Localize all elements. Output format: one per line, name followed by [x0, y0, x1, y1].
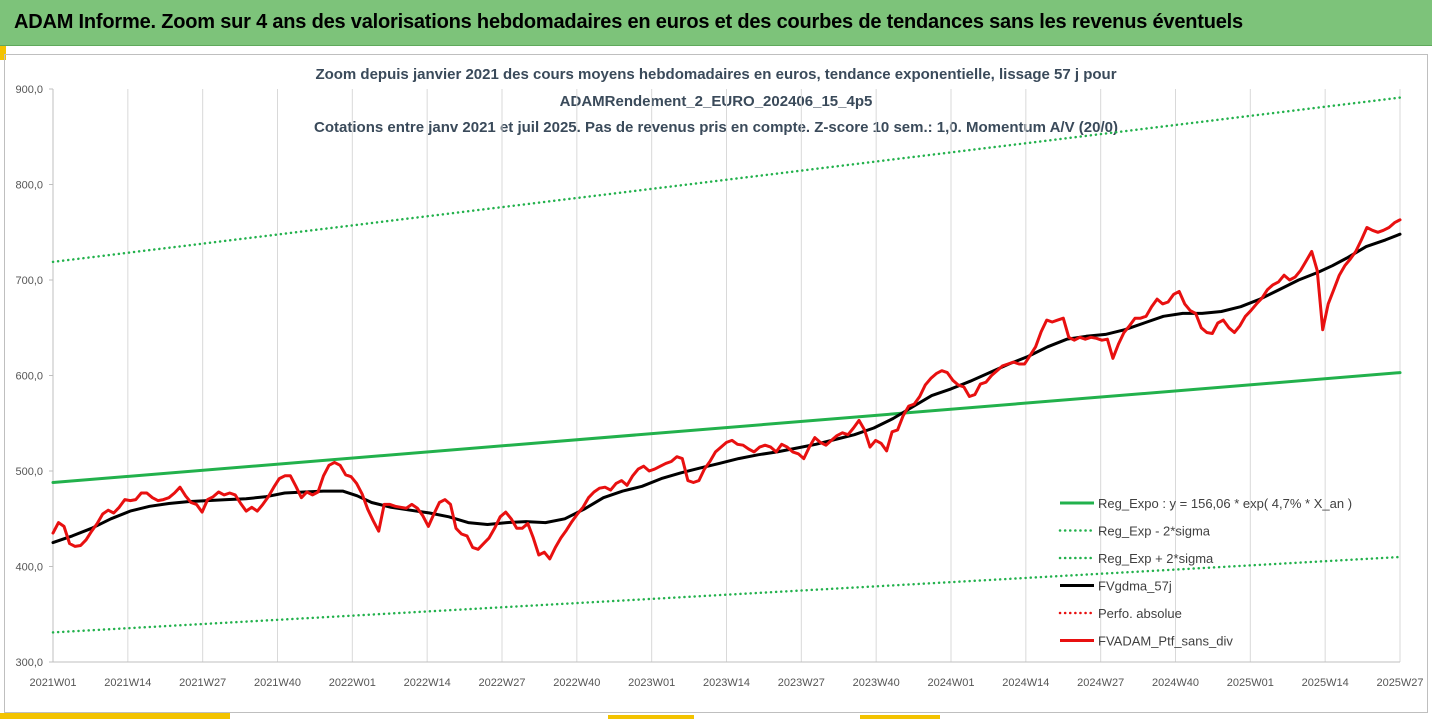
y-tick-label: 400,0 [15, 562, 43, 574]
chart-title-line-1: Zoom depuis janvier 2021 des cours moyen… [315, 66, 1117, 83]
y-tick-label: 700,0 [15, 275, 43, 287]
chart-title-line-3: Cotations entre janv 2021 et juil 2025. … [314, 119, 1118, 136]
x-tick-label: 2021W40 [254, 677, 301, 689]
page-title: ADAM Informe. Zoom sur 4 ans des valoris… [14, 11, 1243, 33]
x-tick-label: 2024W01 [927, 677, 974, 689]
x-tick-label: 2021W27 [179, 677, 226, 689]
legend-label: FVADAM_Ptf_sans_div [1098, 634, 1233, 649]
series-line [51, 232, 1402, 545]
y-tick-label: 500,0 [15, 466, 43, 478]
x-tick-label: 2022W40 [553, 677, 600, 689]
x-tick-label: 2022W14 [404, 677, 451, 689]
legend-label: Perfo. absolue [1098, 606, 1182, 621]
series-line [51, 555, 1402, 634]
series-line [51, 371, 1402, 484]
accent-bar-left [0, 46, 6, 60]
x-tick-label: 2023W01 [628, 677, 675, 689]
x-tick-label: 2024W14 [1002, 677, 1049, 689]
x-tick-label: 2021W14 [104, 677, 151, 689]
accent-bar-bottom-left [0, 713, 230, 719]
chart-frame [4, 54, 1428, 713]
accent-bar-bottom-mid [608, 715, 694, 719]
page-header: ADAM Informe. Zoom sur 4 ans des valoris… [0, 0, 1432, 46]
y-tick-label: 800,0 [15, 180, 43, 192]
x-tick-label: 2023W27 [778, 677, 825, 689]
legend-label: Reg_Exp + 2*sigma [1098, 551, 1214, 566]
legend-label: Reg_Expo : y = 156,06 * exp( 4,7% * X_an… [1098, 496, 1352, 511]
x-tick-label: 2025W01 [1227, 677, 1274, 689]
x-tick-label: 2025W14 [1302, 677, 1349, 689]
x-tick-label: 2025W27 [1376, 677, 1423, 689]
y-tick-label: 600,0 [15, 371, 43, 383]
x-tick-label: 2023W40 [853, 677, 900, 689]
x-tick-label: 2021W01 [29, 677, 76, 689]
y-tick-label: 300,0 [15, 657, 43, 669]
accent-bar-bottom-mid-2 [860, 715, 940, 719]
y-tick-label: 900,0 [15, 84, 43, 96]
x-tick-label: 2022W01 [329, 677, 376, 689]
x-tick-label: 2022W27 [478, 677, 525, 689]
legend-label: Reg_Exp - 2*sigma [1098, 524, 1211, 539]
chart-title-line-2: ADAMRendement_2_EURO_202406_15_4p5 [559, 93, 873, 110]
series-line [51, 218, 1402, 561]
x-tick-label: 2023W14 [703, 677, 750, 689]
series-line [51, 96, 1402, 264]
legend-label: FVgdma_57j [1098, 579, 1172, 594]
x-tick-label: 2024W27 [1077, 677, 1124, 689]
x-tick-label: 2024W40 [1152, 677, 1199, 689]
